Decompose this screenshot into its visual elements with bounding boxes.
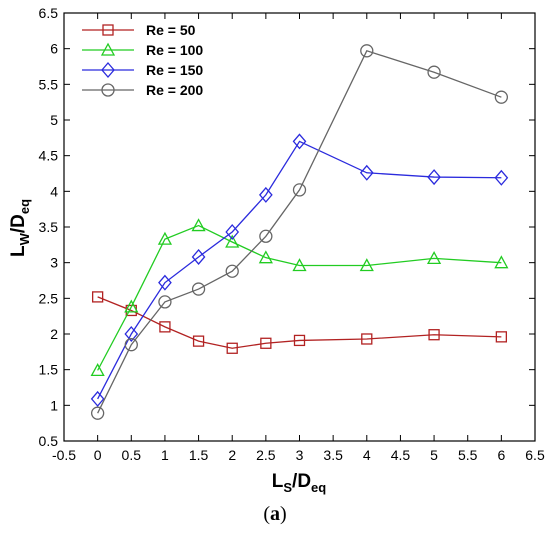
x-axis-title: LS/Deq	[272, 471, 327, 495]
y-tick-label: 6.5	[39, 5, 59, 21]
x-axis-ticks: -0.5 0 0.5 1 1.5 2 2.5 3 3.5 4 4.5 5 5.5 6 6.5	[52, 13, 545, 463]
legend: Re = 50 Re = 100 Re = 150 Re = 200	[82, 22, 203, 98]
data-point	[158, 274, 172, 291]
series-2	[90, 218, 509, 377]
x-tick-label: 6	[497, 447, 505, 463]
data-point	[258, 250, 273, 264]
y-tick-label: 5	[50, 112, 58, 128]
y-axis-title: LW/Deq	[8, 199, 32, 257]
data-point	[91, 291, 104, 303]
y-tick-label: 1	[50, 397, 58, 413]
y-tick-label: 6	[50, 41, 58, 57]
x-tick-label: 2.5	[256, 447, 276, 463]
x-tick-label: 3.5	[323, 447, 343, 463]
data-point	[292, 133, 307, 150]
plot-frame	[63, 12, 536, 442]
x-tick-label: 6.5	[525, 447, 545, 463]
legend-marker	[101, 83, 115, 97]
data-point	[159, 321, 171, 333]
data-point	[191, 282, 206, 296]
series-line	[97, 50, 502, 414]
x-tick-label: 5	[430, 447, 438, 463]
figure-caption: (a)	[263, 503, 287, 525]
data-point	[226, 342, 238, 354]
x-tick-label: 1	[161, 447, 169, 463]
series-line	[97, 224, 502, 371]
data-point	[225, 234, 240, 248]
series-line	[97, 296, 502, 349]
data-point	[124, 326, 139, 342]
x-tick-label: 3	[296, 447, 304, 463]
x-tick-label: 5.5	[458, 447, 478, 463]
data-point	[495, 331, 508, 343]
data-point	[225, 223, 240, 240]
data-point	[90, 390, 105, 407]
legend-label: Re = 150	[146, 62, 203, 78]
x-tick-label: 2	[228, 447, 236, 463]
legend-marker	[100, 42, 116, 56]
legend-entry: Re = 50	[82, 22, 196, 38]
data-point	[292, 183, 307, 197]
x-tick-label: -0.5	[52, 447, 76, 463]
x-tick-label: 0	[94, 447, 102, 463]
data-point	[259, 229, 273, 243]
legend-label: Re = 200	[146, 82, 203, 98]
data-point	[90, 363, 105, 377]
y-tick-label: 1.5	[39, 362, 59, 378]
data-point	[494, 255, 509, 269]
data-point	[259, 186, 273, 203]
data-point	[360, 44, 374, 58]
data-point	[427, 65, 441, 79]
data-point	[191, 218, 206, 232]
y-tick-label: 0.5	[39, 433, 59, 449]
data-point	[158, 295, 172, 309]
data-point	[361, 333, 373, 345]
x-tick-label: 1.5	[189, 447, 209, 463]
y-tick-label: 3	[50, 255, 58, 271]
data-point	[494, 169, 509, 186]
data-point	[124, 299, 139, 313]
legend-entry: Re = 100	[82, 42, 203, 58]
data-point	[359, 258, 374, 272]
data-point	[225, 264, 239, 278]
legend-marker	[101, 62, 115, 78]
y-tick-label: 4	[50, 183, 58, 199]
data-point	[426, 251, 442, 265]
y-tick-label: 3.5	[39, 219, 59, 235]
y-tick-label: 5.5	[39, 76, 59, 92]
data-point	[293, 334, 306, 347]
series-3	[90, 133, 509, 407]
series-4	[90, 44, 509, 420]
legend-entry: Re = 150	[82, 62, 203, 78]
data-point	[427, 169, 441, 186]
legend-label: Re = 100	[146, 42, 203, 58]
y-tick-label: 2	[50, 326, 58, 342]
series-1	[91, 291, 508, 354]
y-tick-label: 2.5	[39, 290, 59, 306]
x-tick-label: 4	[363, 447, 371, 463]
data-point	[428, 329, 440, 341]
series-layer	[90, 44, 509, 420]
data-point	[90, 406, 105, 420]
data-point	[191, 248, 206, 265]
caption-letter: a	[270, 503, 280, 525]
y-axis-ticks: 0.5 1 1.5 2 2.5 3 3.5 4 4.5 5 5.5 6 6.5	[39, 5, 535, 449]
legend-label: Re = 50	[146, 22, 196, 38]
data-point	[260, 337, 272, 349]
data-point	[359, 164, 374, 181]
data-point	[292, 258, 307, 272]
data-point	[494, 90, 509, 104]
data-point	[157, 231, 173, 245]
x-tick-label: 0.5	[122, 447, 142, 463]
legend-entry: Re = 200	[82, 82, 203, 98]
y-tick-label: 4.5	[39, 148, 59, 164]
data-point	[124, 338, 138, 352]
series-line	[97, 140, 502, 400]
legend-marker	[102, 24, 114, 36]
data-point	[192, 335, 205, 347]
x-tick-label: 4.5	[391, 447, 411, 463]
